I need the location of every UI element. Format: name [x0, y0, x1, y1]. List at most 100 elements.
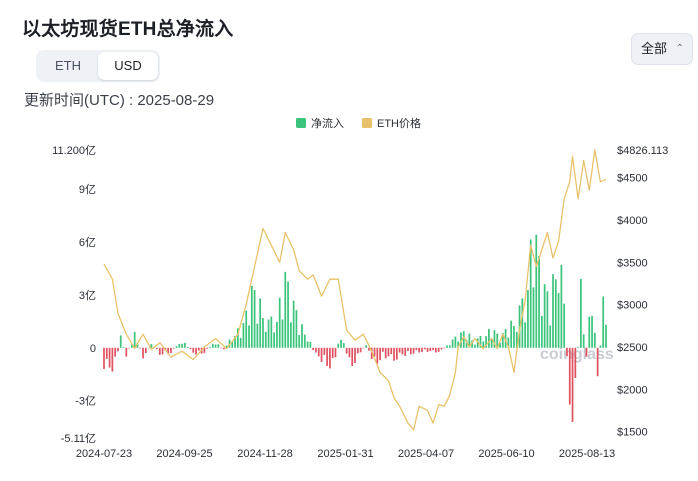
inflow-bar[interactable]	[323, 347, 326, 355]
inflow-bar[interactable]	[571, 347, 574, 422]
inflow-bar[interactable]	[184, 342, 186, 348]
inflow-bar[interactable]	[348, 347, 351, 358]
inflow-bar[interactable]	[499, 343, 501, 348]
inflow-bar[interactable]	[186, 346, 189, 348]
inflow-bar[interactable]	[234, 336, 236, 348]
inflow-bar[interactable]	[421, 347, 423, 352]
inflow-bar[interactable]	[122, 346, 125, 348]
inflow-bar[interactable]	[359, 347, 362, 353]
inflow-bar[interactable]	[131, 344, 133, 348]
inflow-bar[interactable]	[557, 292, 560, 348]
inflow-bar[interactable]	[136, 342, 139, 348]
inflow-bar[interactable]	[264, 331, 267, 348]
inflow-bar[interactable]	[501, 333, 504, 348]
inflow-bar[interactable]	[479, 335, 482, 348]
inflow-bar[interactable]	[150, 344, 153, 348]
legend-label-inflow[interactable]: 净流入	[311, 116, 344, 130]
inflow-bar[interactable]	[365, 345, 368, 348]
inflow-bar[interactable]	[599, 345, 602, 348]
inflow-bar[interactable]	[554, 279, 557, 348]
inflow-bar[interactable]	[158, 347, 161, 355]
inflow-bar[interactable]	[549, 325, 552, 348]
inflow-bar[interactable]	[250, 285, 253, 348]
inflow-bar[interactable]	[415, 347, 418, 351]
inflow-bar[interactable]	[535, 234, 538, 348]
inflow-bar[interactable]	[448, 345, 451, 348]
inflow-bar[interactable]	[192, 347, 195, 353]
inflow-bar[interactable]	[139, 347, 142, 349]
inflow-bar[interactable]	[429, 347, 432, 352]
inflow-bar[interactable]	[540, 315, 543, 348]
inflow-bar[interactable]	[435, 347, 437, 353]
inflow-bar[interactable]	[242, 323, 245, 348]
inflow-bar[interactable]	[532, 287, 535, 348]
inflow-bar[interactable]	[412, 347, 415, 354]
inflow-bar[interactable]	[454, 336, 457, 348]
inflow-bar[interactable]	[117, 347, 119, 352]
inflow-bar[interactable]	[485, 336, 487, 348]
inflow-bar[interactable]	[111, 347, 114, 372]
inflow-bar[interactable]	[284, 271, 287, 348]
inflow-bar[interactable]	[267, 319, 270, 348]
inflow-bar[interactable]	[471, 340, 473, 348]
inflow-bar[interactable]	[189, 347, 192, 350]
inflow-bar[interactable]	[493, 330, 496, 348]
inflow-bar[interactable]	[119, 335, 122, 348]
inflow-bar[interactable]	[125, 347, 128, 357]
inflow-bar[interactable]	[203, 347, 206, 354]
inflow-bar[interactable]	[490, 338, 493, 348]
inflow-bar[interactable]	[387, 347, 390, 357]
inflow-bar[interactable]	[423, 347, 426, 350]
inflow-bar[interactable]	[451, 339, 454, 348]
inflow-bar[interactable]	[312, 347, 315, 351]
inflow-bar[interactable]	[292, 300, 295, 348]
inflow-bar[interactable]	[214, 344, 217, 348]
inflow-bar[interactable]	[488, 328, 490, 348]
inflow-bar[interactable]	[128, 347, 130, 349]
inflow-bar[interactable]	[231, 341, 234, 348]
inflow-bar[interactable]	[156, 347, 158, 350]
inflow-bar[interactable]	[538, 255, 540, 348]
inflow-bar[interactable]	[337, 343, 340, 348]
legend-label-price[interactable]: ETH价格	[377, 116, 421, 130]
inflow-bar[interactable]	[370, 347, 373, 359]
inflow-bar[interactable]	[515, 331, 518, 348]
inflow-bar[interactable]	[320, 347, 323, 362]
unit-tab-usd[interactable]: USD	[98, 52, 158, 80]
inflow-bar[interactable]	[340, 339, 342, 348]
inflow-bar[interactable]	[602, 296, 605, 348]
inflow-bar[interactable]	[281, 319, 284, 348]
inflow-bar[interactable]	[144, 347, 147, 354]
inflow-bar[interactable]	[426, 347, 429, 352]
inflow-bar[interactable]	[560, 264, 563, 348]
inflow-bar[interactable]	[108, 347, 111, 368]
inflow-bar[interactable]	[211, 343, 214, 348]
inflow-bar[interactable]	[276, 321, 278, 348]
inflow-bar[interactable]	[543, 284, 546, 348]
inflow-bar[interactable]	[178, 344, 181, 348]
inflow-bar[interactable]	[133, 331, 136, 348]
inflow-bar[interactable]	[270, 316, 273, 348]
inflow-bar[interactable]	[440, 347, 443, 350]
inflow-bar[interactable]	[170, 347, 172, 354]
inflow-bar[interactable]	[172, 347, 175, 349]
inflow-bar[interactable]	[315, 347, 317, 353]
inflow-bar[interactable]	[582, 334, 585, 348]
inflow-bar[interactable]	[289, 322, 292, 348]
inflow-bar[interactable]	[228, 339, 231, 348]
inflow-bar[interactable]	[588, 316, 591, 348]
inflow-bar[interactable]	[474, 344, 476, 348]
inflow-bar[interactable]	[398, 347, 401, 353]
inflow-bar[interactable]	[262, 318, 264, 348]
inflow-bar[interactable]	[239, 337, 242, 348]
inflow-bar[interactable]	[259, 298, 262, 348]
inflow-bar[interactable]	[306, 341, 309, 348]
inflow-bar[interactable]	[446, 345, 448, 348]
inflow-bar[interactable]	[476, 338, 479, 348]
inflow-bar[interactable]	[105, 347, 108, 359]
inflow-bar[interactable]	[395, 347, 398, 360]
inflow-bar[interactable]	[568, 347, 571, 405]
inflow-bar[interactable]	[443, 347, 446, 349]
inflow-bar[interactable]	[317, 347, 320, 357]
inflow-bar[interactable]	[298, 335, 301, 348]
